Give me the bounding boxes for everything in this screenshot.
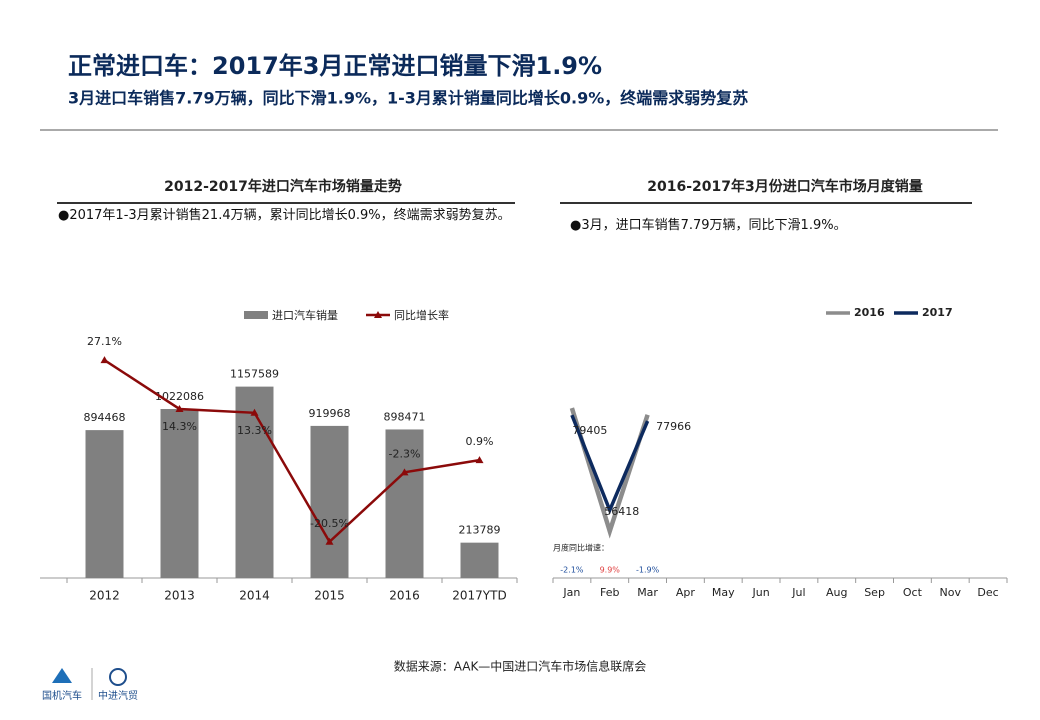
marker bbox=[325, 537, 334, 545]
bar bbox=[160, 409, 199, 578]
x-tick-label: Dec bbox=[977, 586, 998, 599]
data-label: -2.3% bbox=[389, 447, 421, 460]
logo-icon bbox=[52, 668, 72, 683]
x-tick-label: 2017YTD bbox=[452, 589, 506, 603]
growth-value: -1.9% bbox=[636, 566, 660, 575]
data-label: -20.5% bbox=[310, 517, 349, 530]
line bbox=[103, 359, 480, 544]
legend-swatch bbox=[244, 311, 268, 319]
data-label: 79405 bbox=[572, 424, 607, 437]
data-label: 14.3% bbox=[162, 420, 197, 433]
marker bbox=[175, 404, 184, 412]
data-label: 919968 bbox=[309, 407, 351, 420]
data-label: 894468 bbox=[84, 411, 126, 424]
data-label: 1157589 bbox=[230, 368, 279, 381]
source: 数据来源：AAK—中国进口汽车市场信息联席会 bbox=[394, 659, 647, 674]
x-tick-label: Nov bbox=[940, 586, 962, 599]
x-tick-label: Feb bbox=[600, 586, 619, 599]
x-tick-label: Apr bbox=[676, 586, 696, 599]
slide-title: 正常进口车：2017年3月正常进口销量下滑1.9% bbox=[68, 52, 602, 80]
chart-note: ●3月，进口车销售7.79万辆，同比下滑1.9%。 bbox=[570, 218, 847, 233]
legend-label: 同比增长率 bbox=[394, 308, 449, 322]
data-label: 77966 bbox=[656, 420, 691, 433]
x-tick-label: Jul bbox=[791, 586, 805, 599]
logo-text: 中进汽贸 bbox=[98, 689, 138, 702]
x-tick-label: Mar bbox=[637, 586, 658, 599]
x-tick-label: Aug bbox=[826, 586, 847, 599]
x-tick-label: 2014 bbox=[239, 589, 270, 603]
x-tick-label: Oct bbox=[903, 586, 923, 599]
bar bbox=[235, 386, 274, 578]
marker bbox=[100, 356, 109, 364]
x-tick-label: 2016 bbox=[389, 589, 420, 603]
data-label: 898471 bbox=[384, 410, 426, 423]
legend-label: 2017 bbox=[922, 306, 953, 319]
data-label: 56418 bbox=[604, 505, 639, 518]
logo-text: 国机汽车 bbox=[42, 689, 82, 702]
legend-label: 2016 bbox=[854, 306, 885, 319]
x-tick-label: Jun bbox=[751, 586, 769, 599]
x-tick-label: 2012 bbox=[89, 589, 120, 603]
data-label: 213789 bbox=[459, 524, 501, 537]
bar bbox=[385, 429, 424, 578]
x-tick-label: 2015 bbox=[314, 589, 345, 603]
x-tick-label: Sep bbox=[864, 586, 885, 599]
growth-value: -2.1% bbox=[560, 566, 584, 575]
data-label: 27.1% bbox=[87, 335, 122, 348]
slide-subtitle: 3月进口车销售7.79万辆，同比下滑1.9%，1-3月累计销量同比增长0.9%，… bbox=[68, 89, 748, 108]
growth-value: 9.9% bbox=[600, 566, 621, 575]
marker bbox=[250, 408, 259, 416]
line bbox=[570, 414, 650, 515]
chart-title: 2012-2017年进口汽车市场销量走势 bbox=[164, 178, 402, 195]
legend-marker bbox=[374, 311, 382, 318]
marker bbox=[400, 468, 409, 476]
bar bbox=[310, 425, 349, 578]
legend-label: 进口汽车销量 bbox=[272, 308, 338, 322]
x-tick-label: 2013 bbox=[164, 589, 195, 603]
marker bbox=[475, 456, 484, 464]
chart-title: 2016-2017年3月份进口汽车市场月度销量 bbox=[647, 178, 922, 195]
data-label: 13.3% bbox=[237, 424, 272, 437]
bar bbox=[85, 430, 124, 578]
x-tick-label: May bbox=[712, 586, 735, 599]
growth-label: 月度同比增速： bbox=[553, 543, 609, 553]
bar bbox=[460, 542, 499, 578]
chart-note: ●2017年1-3月累计销售21.4万辆，累计同比增长0.9%，终端需求弱势复苏… bbox=[58, 208, 511, 223]
data-label: 0.9% bbox=[466, 435, 494, 448]
logo-icon bbox=[109, 668, 127, 686]
x-tick-label: Jan bbox=[562, 586, 580, 599]
